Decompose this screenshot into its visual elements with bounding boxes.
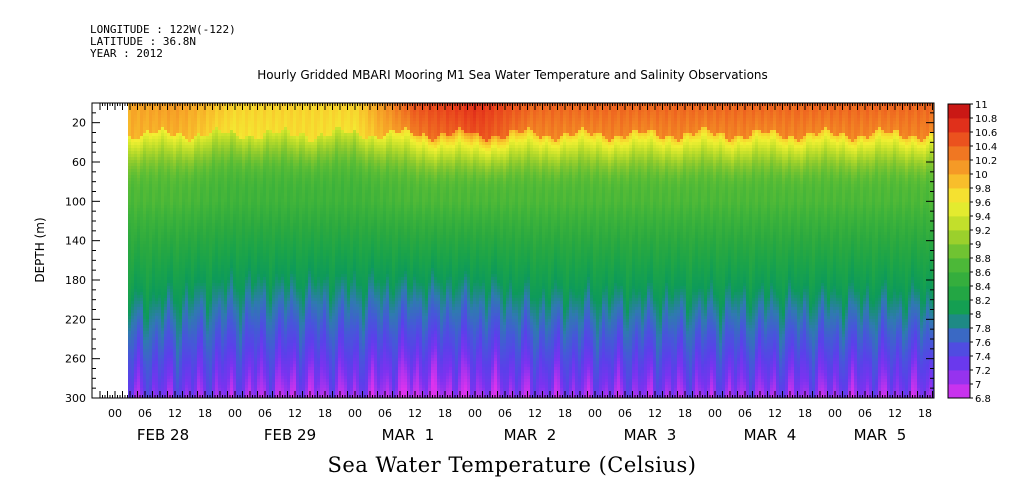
temperature-field xyxy=(128,103,936,401)
